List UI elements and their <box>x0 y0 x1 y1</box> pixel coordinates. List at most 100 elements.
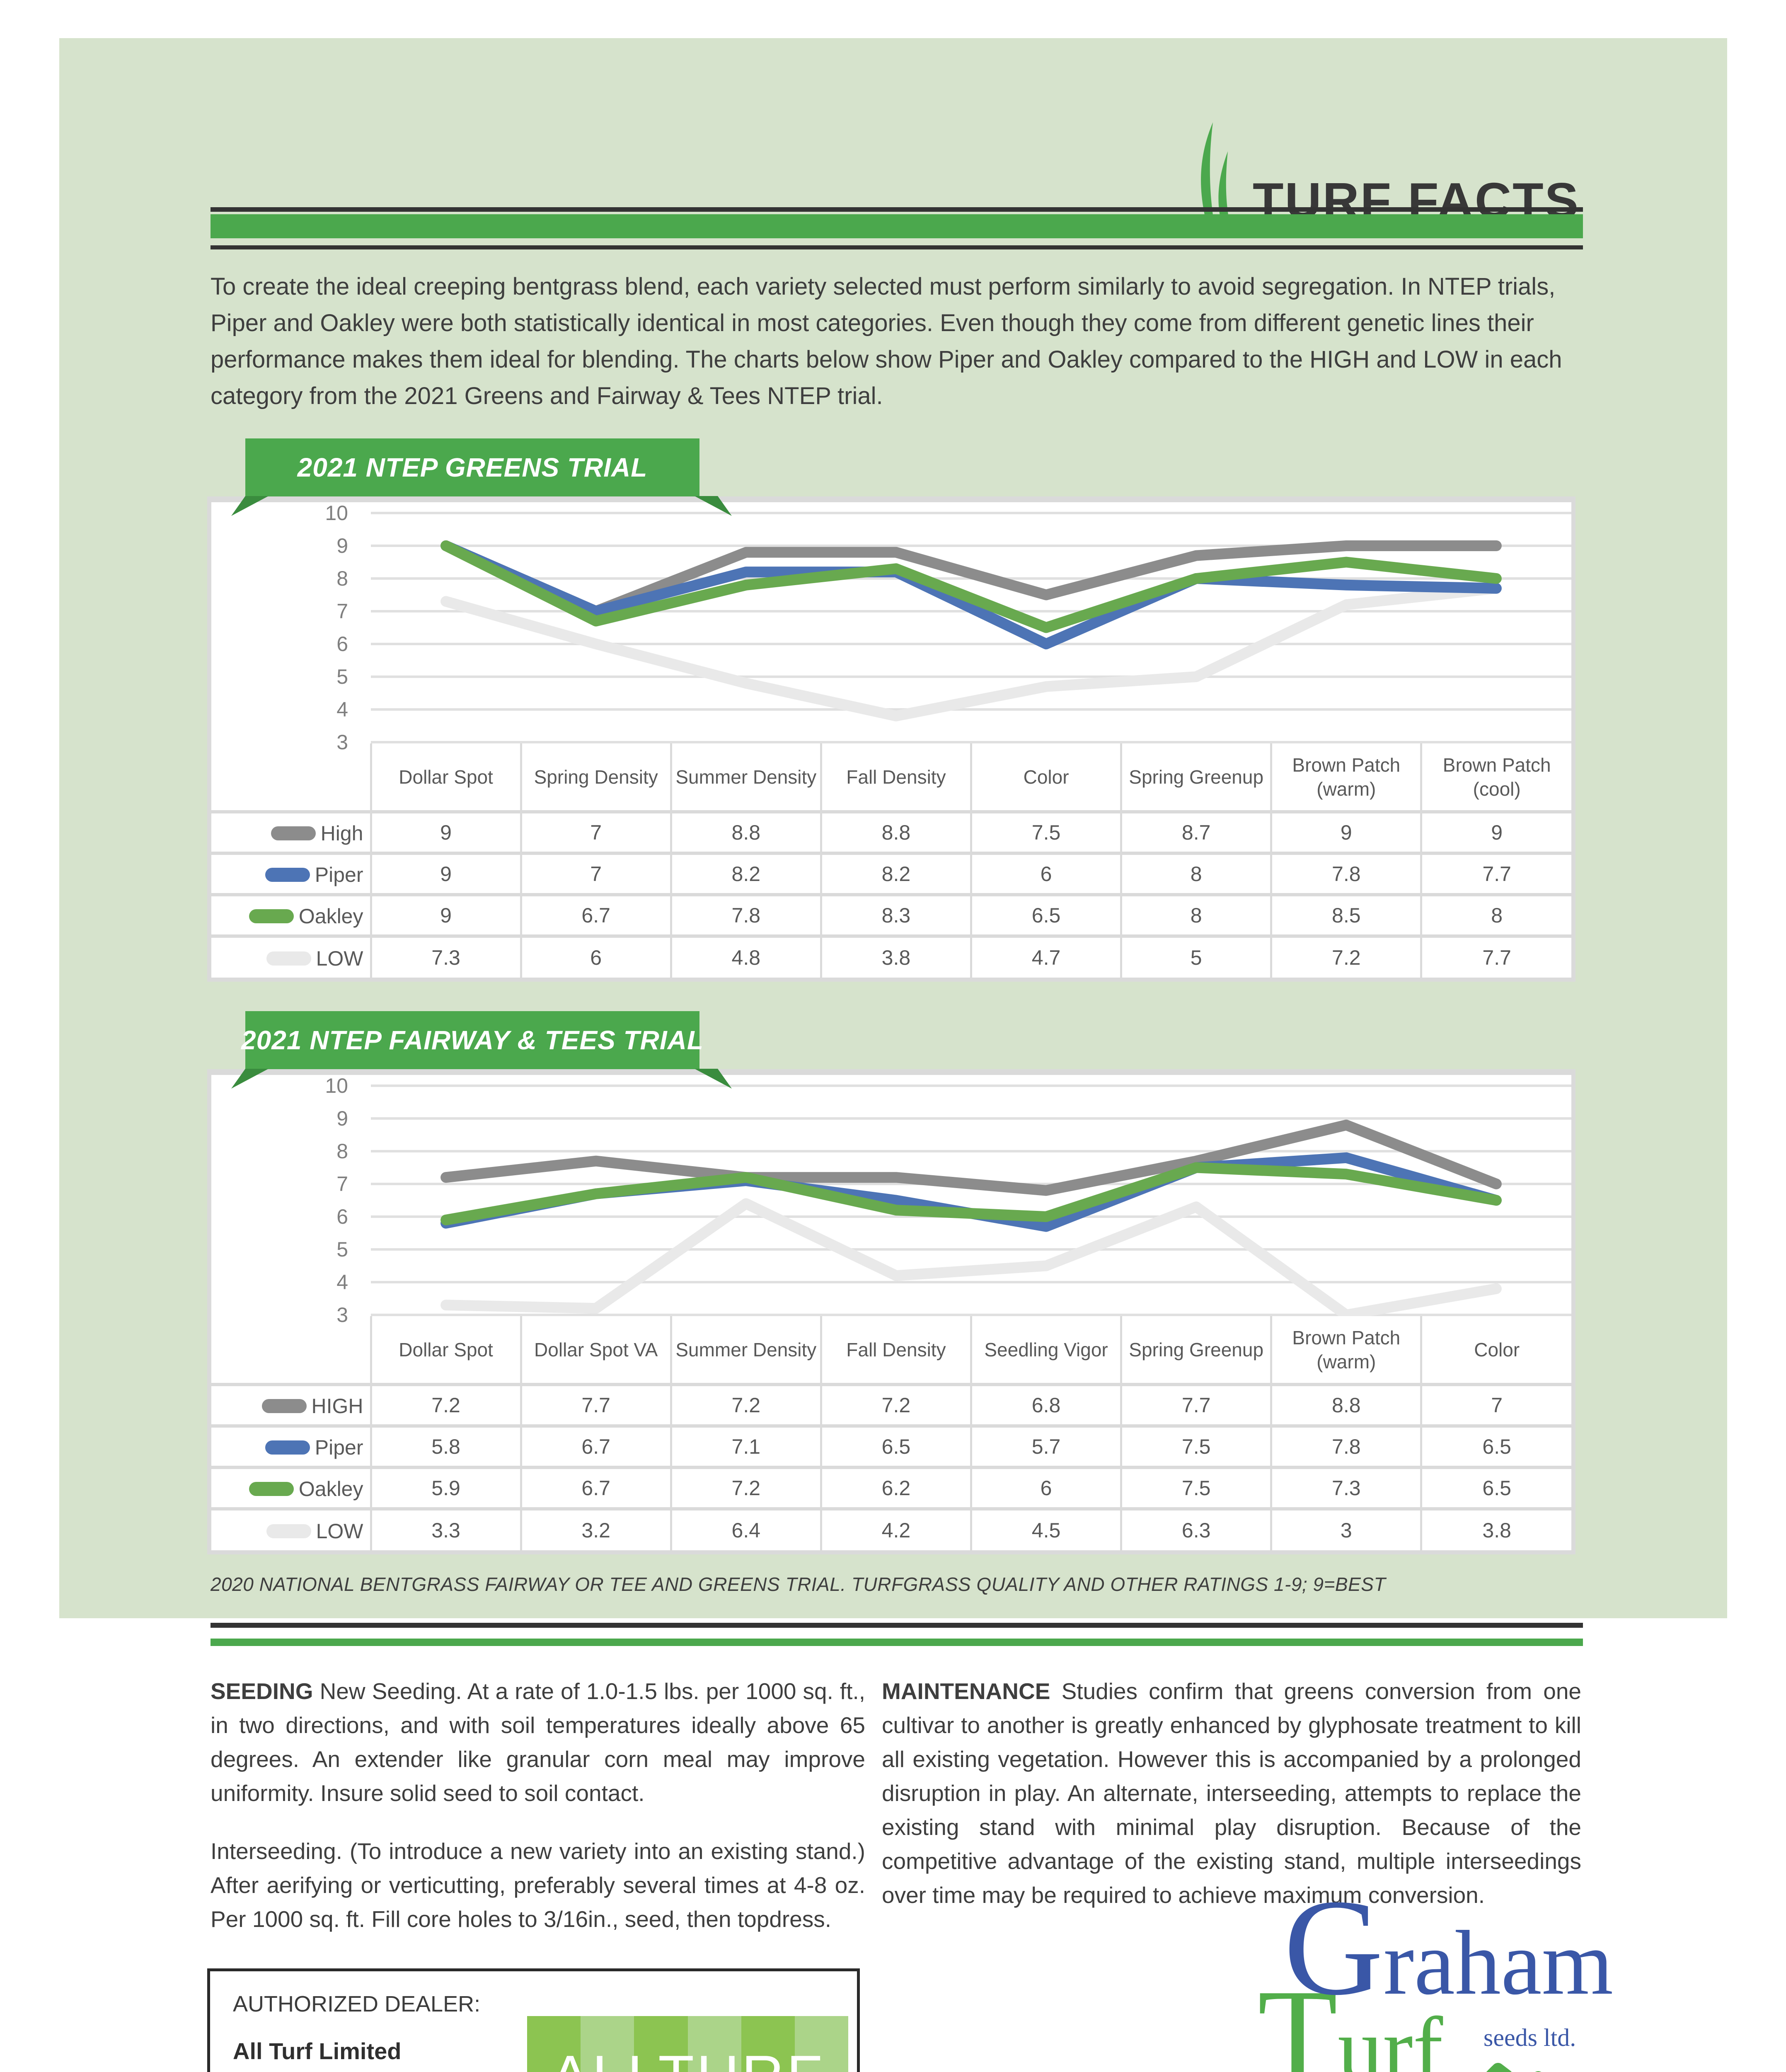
series-name: LOW <box>316 946 363 970</box>
cell-value: 7.2 <box>820 1383 971 1426</box>
cell-value: 8.3 <box>820 893 971 936</box>
maintenance-paragraph: MAINTENANCE Studies confirm that greens … <box>882 1674 1581 1912</box>
cell-value: 3.8 <box>1420 1507 1571 1550</box>
y-tick-label: 9 <box>336 1107 348 1130</box>
cell-value: 7.7 <box>1420 934 1571 978</box>
series-name: Oakley <box>298 904 363 928</box>
header-rule-bottom <box>211 245 1583 249</box>
cell-value: 4.7 <box>970 934 1121 978</box>
cell-value: 8.8 <box>820 810 971 853</box>
cell-value: 9 <box>370 893 521 936</box>
lower-rule-green <box>211 1639 1583 1646</box>
y-tick-label: 8 <box>336 1140 348 1163</box>
y-tick-label: 4 <box>336 1271 348 1294</box>
table-row: Piper 5.8 6.7 7.1 6.5 5.7 7.5 7.8 6.5 <box>211 1424 1571 1467</box>
seeding-text: New Seeding. At a rate of 1.0-1.5 lbs. p… <box>211 1678 865 1806</box>
seeds-ltd-word: seeds ltd. <box>1483 2024 1576 2051</box>
cell-value: 3.2 <box>520 1507 671 1550</box>
chart-footnote: 2020 NATIONAL BENTGRASS FAIRWAY OR TEE A… <box>211 1573 1386 1595</box>
y-tick-label: 5 <box>336 665 348 688</box>
cell-value: 6 <box>970 1466 1121 1509</box>
logo-stripe <box>634 2016 688 2072</box>
cell-value: 6.7 <box>520 893 671 936</box>
table-row: LOW 3.3 3.2 6.4 4.2 4.5 6.3 3 3.8 <box>211 1507 1571 1550</box>
column-header: Brown Patch (warm) <box>1270 1316 1421 1385</box>
cell-value: 7.7 <box>1120 1383 1271 1426</box>
y-tick-label: 4 <box>336 698 348 721</box>
cell-value: 6.7 <box>520 1466 671 1509</box>
series-legend-cell: High <box>211 810 371 853</box>
series-legend-cell: Oakley <box>211 893 371 936</box>
y-tick-label: 3 <box>336 1303 348 1326</box>
cell-value: 8.2 <box>670 852 821 895</box>
series-line-oakley <box>440 1162 1502 1225</box>
cell-value: 8.8 <box>1270 1383 1421 1426</box>
column-header: Dollar Spot VA <box>520 1316 671 1385</box>
table-header-row: Dollar Spot Dollar Spot VA Summer Density F… <box>211 1316 1571 1385</box>
cell-value: 6.7 <box>520 1424 671 1467</box>
column-header: Dollar Spot <box>370 743 521 812</box>
cell-value: 7.5 <box>1120 1466 1271 1509</box>
column-header: Brown Patch (cool) <box>1420 743 1571 812</box>
ribbon-fold-left-icon <box>231 496 269 516</box>
series-legend-cell: LOW <box>211 1507 371 1550</box>
header-rule-green <box>211 214 1583 238</box>
cell-value: 7.3 <box>370 934 521 978</box>
column-header: Brown Patch (warm) <box>1270 743 1421 812</box>
cell-value: 8.2 <box>820 852 971 895</box>
table-row: LOW 7.3 6 4.8 3.8 4.7 5 7.2 7.7 <box>211 934 1571 978</box>
cell-value: 7 <box>520 852 671 895</box>
chart-panel: 10 9 8 7 6 5 4 3 Dollar Spot Dollar Spot VA Summe… <box>207 1069 1575 1554</box>
y-tick-label: 5 <box>336 1238 348 1261</box>
maintenance-text: Studies confirm that greens conversion f… <box>882 1678 1581 1908</box>
line-chart-svg <box>371 512 1571 743</box>
cell-value: 7.1 <box>670 1424 821 1467</box>
graham-turf-logo: Graham Turf seeds ltd. <box>1235 1883 1613 2072</box>
series-name: HIGH <box>311 1394 363 1418</box>
seeding-column: SEEDING New Seeding. At a rate of 1.0-1.… <box>211 1674 865 1960</box>
line-chart-svg <box>371 1084 1571 1316</box>
legend-key <box>266 1524 311 1538</box>
series-line-high <box>440 1119 1502 1196</box>
seeding-paragraph: SEEDING New Seeding. At a rate of 1.0-1.… <box>211 1674 865 1810</box>
series-line-low <box>440 583 1502 721</box>
cell-value: 4.2 <box>820 1507 971 1550</box>
chart-banner: 2021 NTEP FAIRWAY & TEES TRIAL <box>231 1011 732 1089</box>
graham-word: Graham <box>1284 1871 1614 2024</box>
ribbon-fold-right-icon <box>695 1069 732 1089</box>
cell-value: 5.8 <box>370 1424 521 1467</box>
logo-stripe <box>581 2016 634 2072</box>
allturf-logo: ALLTURF <box>527 2016 848 2072</box>
turf-word: Turf <box>1258 1963 1443 2072</box>
cell-value: 9 <box>1270 810 1421 853</box>
column-header: Color <box>970 743 1121 812</box>
cell-value: 7.3 <box>1270 1466 1421 1509</box>
column-header: Dollar Spot <box>370 1316 521 1385</box>
column-header: Color <box>1420 1316 1571 1385</box>
chart-title: 2021 NTEP GREENS TRIAL <box>297 453 648 482</box>
y-tick-label: 8 <box>336 567 348 590</box>
cell-value: 7 <box>1420 1383 1571 1426</box>
header-rule-top <box>211 207 1583 212</box>
cell-value: 6 <box>970 852 1121 895</box>
cell-value: 7.5 <box>970 810 1121 853</box>
interseeding-paragraph: Interseeding. (To introduce a new variet… <box>211 1838 865 1932</box>
ribbon-fold-left-icon <box>231 1069 269 1089</box>
y-tick-label: 7 <box>336 1172 348 1196</box>
chart-panel: 10 9 8 7 6 5 4 3 Dollar Spot Spring Density Summe… <box>207 496 1575 982</box>
chart-data-table: Dollar Spot Spring Density Summer Density F… <box>211 743 1571 978</box>
dealer-address: All Turf Limited 1964 Commerce Park Driv… <box>233 2033 532 2072</box>
column-header: Fall Density <box>820 743 971 812</box>
y-tick-label: 10 <box>325 1074 348 1097</box>
series-name: LOW <box>316 1519 363 1543</box>
series-legend-cell: Piper <box>211 852 371 895</box>
logo-stripe <box>794 2016 848 2072</box>
chart-banner: 2021 NTEP GREENS TRIAL <box>231 438 732 516</box>
logo-stripe <box>687 2016 741 2072</box>
dealer-street: 1964 Commerce Park Drive <box>233 2069 532 2072</box>
column-header: Spring Greenup <box>1120 743 1271 812</box>
column-header: Spring Density <box>520 743 671 812</box>
series-legend-cell: LOW <box>211 934 371 978</box>
series-line-piper <box>440 540 1502 649</box>
chart-title: 2021 NTEP FAIRWAY & TEES TRIAL <box>241 1025 704 1055</box>
